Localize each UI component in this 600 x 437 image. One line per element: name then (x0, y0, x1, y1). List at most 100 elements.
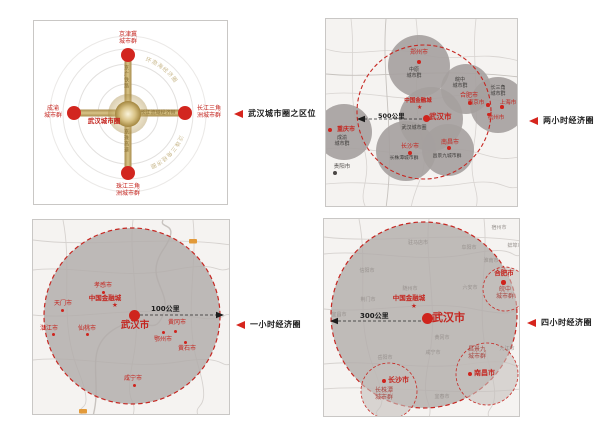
blob-changsanjiao (470, 77, 517, 133)
city-label-huangshi: 黄石市 (177, 345, 196, 352)
panel-one-hour-circle: 孝感市 中国金融城 ★ 天门市 潜江市 仙桃市 武汉市 100公里 黄冈市 鄂州… (32, 219, 230, 415)
blob-changjingjiu (422, 124, 474, 176)
distance-arrowhead-icon (357, 115, 365, 123)
city-dot-xiaogan (101, 290, 105, 294)
node-dot-east (178, 106, 192, 120)
city-label-changsha: 长沙市 (400, 143, 419, 150)
star-icon: ★ (112, 301, 118, 309)
arc-label-southeast: 泛珠三角经济圈 (149, 134, 186, 170)
bg-city-label: 蚌埠市 (507, 243, 519, 249)
star-icon: ★ (417, 104, 423, 111)
city-dot-nanjing (486, 103, 490, 107)
caption-location: 武汉城市圈之区位 (234, 108, 316, 119)
cluster-label-chengyu: 成渝 城市群 (334, 135, 350, 147)
city-label-huanggang: 黄冈市 (167, 319, 186, 326)
cluster-label-changjingjiu: 昌景九 城市群 (467, 346, 486, 361)
blob-changzhutan (376, 121, 436, 181)
bg-city-label: 黄冈市 (434, 335, 450, 341)
sub-circle-changsha (360, 362, 418, 416)
caption-text-location: 武汉城市圈之区位 (248, 109, 316, 118)
city-dot-nanchang (467, 371, 472, 376)
city-cluster-blobs (326, 35, 517, 181)
city-label-xiaogan: 孝感市 (93, 282, 112, 289)
city-label-shanghai: 上海市 (499, 100, 517, 106)
city-dot-chongqing (328, 128, 332, 132)
city-label-wuhan: 武汉市 (429, 112, 452, 121)
distance-label-100km: 100公里 (151, 305, 180, 313)
bg-city-label: 阜阳市 (461, 245, 477, 251)
left-arrow-icon (527, 318, 536, 327)
highway-shields (79, 239, 197, 414)
finance-city-label: 中国金融城 (392, 294, 426, 302)
cluster-label-chengyu: 成渝 城市群 (43, 105, 62, 120)
wuhan-circle-label: 武汉城市圈 (401, 125, 427, 131)
city-label-nanchang: 南昌市 (474, 369, 495, 377)
city-label-wuhan: 武汉市 (120, 320, 150, 331)
city-label-wuhan: 武汉市 (432, 311, 465, 324)
cluster-label-changzhutan: 长株潭 城市群 (374, 387, 393, 402)
cluster-label-wanzhong: 皖中 城市群 (495, 286, 514, 301)
axis-label-east: 长江流域经济带 (140, 109, 176, 116)
city-dot-zhengzhou (417, 60, 421, 64)
city-dot-wuhan (421, 312, 433, 324)
bg-city-label: 淮南市 (483, 258, 499, 264)
city-dot-xiantao (85, 332, 89, 336)
city-dot-nanchang (447, 146, 451, 150)
city-dot-hefei (468, 101, 472, 105)
caption-four-hour: 四小时经济圈 (527, 317, 592, 328)
city-dot-huangshi (183, 340, 187, 344)
city-label-chongqing: 重庆市 (336, 126, 355, 133)
distance-label-300km: 300公里 (360, 312, 389, 320)
two-hour-map-graphic (326, 19, 517, 206)
city-label-nanchang: 南昌市 (440, 139, 459, 146)
center-glow (115, 101, 141, 127)
city-label-hefei: 合肥市 (459, 92, 478, 99)
city-label-qianjiang: 潜江市 (39, 325, 58, 332)
city-dot-guiyang (333, 171, 337, 175)
economic-circle-500km (356, 44, 492, 180)
cluster-label-changjiang-delta: 长江三角 洲城市群 (196, 105, 221, 120)
distance-label-500km: 500公里 (378, 112, 405, 120)
city-label-hefei: 合肥市 (494, 269, 514, 277)
cluster-label-jingjinji: 京津冀 城市群 (118, 31, 137, 46)
city-label-nanjing: 南京市 (467, 100, 485, 106)
axis-label-south: 京珠高速 (123, 129, 129, 153)
finance-city-label: 中国金融城 (404, 98, 432, 104)
sub-cluster-circles (360, 266, 519, 416)
cluster-label-changjingjiu: 昌景九城市群 (432, 154, 462, 159)
node-dot-west (67, 106, 81, 120)
bg-city-label: 宿州市 (491, 225, 507, 231)
ring-4 (49, 35, 207, 193)
distance-arrowhead-icon (330, 317, 338, 325)
blob-zhongyuan (388, 35, 450, 97)
sub-circle-hefei (482, 266, 519, 312)
city-label-zhengzhou: 郑州市 (409, 49, 428, 56)
left-arrow-icon (529, 116, 538, 125)
bg-city-label: 六安市 (462, 285, 478, 291)
city-label-hangzhou: 杭州市 (487, 115, 505, 121)
cluster-label-zhujiang: 珠江三角 洲城市群 (115, 183, 140, 198)
star-icon: ★ (411, 302, 417, 310)
city-dot-tianmen (60, 308, 64, 312)
city-dot-changsha (408, 151, 412, 155)
city-dot-wuhan (422, 114, 430, 122)
city-label-guiyang: 贵阳市 (333, 164, 351, 170)
city-dot-xianning (132, 383, 136, 387)
city-dot-qianjiang (51, 332, 55, 336)
caption-text-two-hour: 两小时经济圈 (543, 116, 594, 125)
city-label-xianning: 咸宁市 (123, 375, 142, 382)
finance-city-label: 中国金融城 (88, 294, 122, 302)
city-dot-hangzhou (487, 112, 491, 116)
cluster-label-zhongyuan: 中原 城市群 (406, 67, 422, 79)
city-label-tianmen: 天门市 (53, 300, 72, 307)
node-dot-south (121, 166, 135, 180)
left-arrow-icon (234, 109, 243, 118)
arc-label-northeast: 环渤海经济圈 (145, 56, 179, 84)
caption-text-one-hour: 一小时经济圈 (250, 320, 301, 329)
city-label-xiantao: 仙桃市 (77, 325, 96, 332)
bg-city-label: 驻马店市 (407, 240, 428, 246)
distance-arrowhead-icon (216, 311, 224, 319)
left-arrow-icon (236, 320, 245, 329)
center-label-wuhan-circle: 武汉城市圈 (87, 117, 121, 125)
